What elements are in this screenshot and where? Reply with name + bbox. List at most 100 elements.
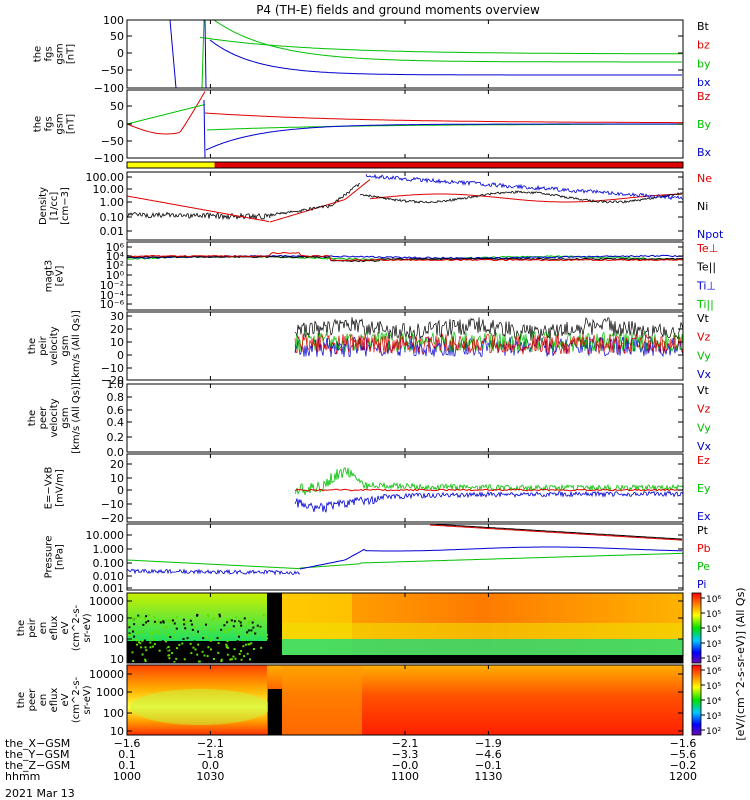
peir-speckle — [173, 660, 176, 663]
colorbar-tick-label: 10⁶ — [706, 595, 721, 605]
peir-speckle — [157, 619, 160, 622]
peir-speckle — [264, 648, 267, 651]
y-axis-label: the — [16, 620, 27, 636]
legend-pe: Pe — [697, 560, 710, 573]
peir-speckle — [232, 625, 235, 628]
peir-speckle — [133, 635, 136, 638]
peir-speckle — [171, 652, 174, 655]
peir-speckle — [236, 645, 239, 648]
peir-speckle — [217, 651, 220, 654]
peir-speckle — [183, 658, 186, 661]
x-axis-value: −0.2 — [670, 759, 697, 772]
peir-speckle — [135, 639, 138, 642]
date-label: 2021 Mar 13 — [5, 787, 75, 800]
peir-speckle — [150, 632, 153, 635]
peir-speckle — [144, 653, 147, 656]
legend-vz: Vz — [697, 403, 711, 416]
peir-speckle — [225, 645, 228, 648]
x-axis-value: −1.6 — [114, 737, 141, 750]
peir-speckle — [178, 643, 181, 646]
peir-speckle — [254, 632, 257, 635]
peir-speckle — [207, 646, 210, 649]
peir-speckle — [243, 655, 246, 658]
y-axis-label: [cm−3] — [60, 187, 71, 225]
y-tick-label: 100.00 — [86, 171, 125, 184]
x-axis-value: 1030 — [196, 770, 224, 783]
x-axis-row-label: the_Y−GSM — [5, 748, 70, 761]
peir-speckle — [242, 645, 245, 648]
peir-speckle — [209, 629, 212, 632]
peir-speckle — [175, 657, 178, 660]
peir-speckle — [191, 628, 194, 631]
peir-speckle — [235, 615, 238, 618]
peer-spectrogram-cool — [130, 689, 270, 725]
legend-bz: Bz — [697, 90, 711, 103]
y-tick-label: 1000 — [96, 612, 124, 625]
peir-speckle — [225, 643, 228, 646]
y-tick-label: 10⁻² — [100, 279, 124, 292]
legend-bz: bz — [697, 39, 710, 52]
y-axis-label: gsm — [60, 335, 71, 356]
peir-speckle — [163, 655, 166, 658]
y-tick-label: 0.2 — [107, 431, 125, 444]
peir-speckle — [167, 619, 170, 622]
peir-speckle — [244, 643, 247, 646]
peir-speckle — [220, 658, 223, 661]
y-axis-label: the — [33, 116, 44, 132]
peir-speckle — [205, 636, 208, 639]
x-axis-value: −0.0 — [392, 759, 419, 772]
peir-speckle — [167, 654, 170, 657]
x-axis-value: 1130 — [474, 770, 502, 783]
y-axis-label: eflux — [49, 688, 60, 713]
peir-speckle — [226, 618, 229, 621]
peir-speckle — [227, 651, 230, 654]
trace-Pi-early — [127, 568, 301, 576]
panel-traces-4 — [127, 251, 683, 263]
trace-bx-spike — [169, 20, 177, 88]
colorbar-tick-label: 10² — [706, 727, 721, 737]
y-tick-label: 0.100 — [93, 557, 125, 570]
y-tick-label: 0.6 — [107, 404, 125, 417]
trace-Ey — [369, 481, 683, 493]
peir-speckle — [134, 638, 137, 641]
trace-Ey-mid — [294, 467, 371, 496]
peir-speckle — [209, 639, 212, 642]
peir-speckle — [248, 655, 251, 658]
y-tick-label: 0.0 — [107, 446, 125, 459]
y-tick-label: 20 — [110, 323, 124, 336]
peir-speckle — [197, 630, 200, 633]
trace-Ne-early — [127, 195, 270, 223]
x-axis-value: 1200 — [669, 770, 697, 783]
x-axis-row-label: hhmm — [5, 770, 40, 783]
peir-speckle — [134, 617, 137, 620]
peir-speckle — [222, 629, 225, 632]
peir-speckle — [168, 649, 171, 652]
legend-pt: Pt — [697, 524, 709, 537]
y-axis-label: peir — [27, 617, 38, 637]
y-axis-label: the — [27, 338, 38, 354]
peir-speckle — [141, 641, 144, 644]
peir-speckle — [162, 642, 165, 645]
y-tick-label: 10000 — [89, 668, 124, 681]
x-axis-value: 0.1 — [118, 748, 136, 761]
x-axis-value: 0.1 — [118, 759, 136, 772]
peir-speckle — [250, 642, 253, 645]
y-axis-label: [nPa] — [55, 544, 66, 570]
peir-speckle — [182, 618, 185, 621]
peir-speckle — [186, 637, 189, 640]
x-axis-value: −2.1 — [392, 737, 419, 750]
y-axis-label: sr-eV) — [82, 613, 93, 642]
peir-speckle — [266, 637, 269, 640]
peir-speckle — [226, 653, 229, 656]
legend-bt: Bt — [697, 20, 710, 33]
peir-speckle — [236, 640, 239, 643]
x-axis-value: −1.8 — [197, 748, 224, 761]
y-axis-label: [1/cc] — [49, 192, 60, 221]
y-tick-label: 0.8 — [107, 391, 125, 404]
legend-vy: Vy — [697, 349, 711, 362]
peir-speckle — [207, 615, 210, 618]
peir-speckle — [152, 630, 155, 633]
x-axis-value: 1000 — [113, 770, 141, 783]
peir-speckle — [217, 642, 220, 645]
